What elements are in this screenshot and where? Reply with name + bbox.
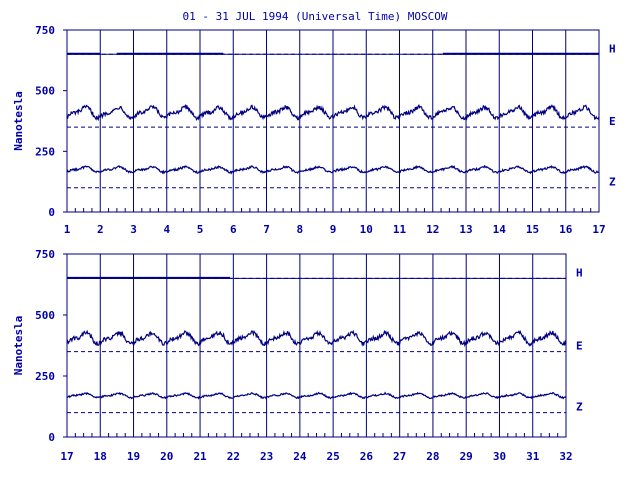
x-tick-label: 24 [293,450,307,463]
x-tick-label: 7 [263,223,270,236]
series-label-E: E [576,340,583,353]
x-tick-label: 1 [64,223,71,236]
y-tick-label: 250 [35,145,55,158]
x-tick-label: 18 [94,450,107,463]
x-tick-label: 21 [193,450,207,463]
x-tick-label: 13 [459,223,472,236]
x-tick-label: 20 [160,450,173,463]
x-tick-label: 16 [559,223,573,236]
series-label-H: H [576,266,583,279]
x-tick-label: 2 [97,223,104,236]
x-tick-label: 26 [360,450,374,463]
series-line-Z [66,164,600,175]
x-tick-label: 22 [227,450,240,463]
x-tick-label: 29 [460,450,473,463]
y-tick-label: 250 [35,370,55,383]
series-label-E: E [609,115,616,128]
series-line-E [66,103,600,122]
y-tick-label: 750 [35,248,55,261]
x-tick-label: 12 [426,223,439,236]
x-tick-label: 8 [296,223,303,236]
chart-title: 01 - 31 JUL 1994 (Universal Time) MOSCOW [183,10,448,23]
x-tick-label: 31 [526,450,540,463]
x-tick-label: 9 [330,223,337,236]
x-tick-label: 11 [393,223,407,236]
x-tick-label: 17 [60,450,73,463]
x-tick-label: 30 [493,450,506,463]
x-tick-label: 3 [130,223,137,236]
x-tick-label: 15 [526,223,539,236]
y-tick-label: 0 [48,206,55,219]
plot-frame [66,253,567,438]
y-tick-label: 500 [35,309,55,322]
x-tick-label: 4 [163,223,170,236]
x-tick-label: 10 [360,223,373,236]
series-label-Z: Z [576,401,583,414]
y-axis-label: Nanotesla [12,91,25,151]
series-label-H: H [609,42,616,55]
y-tick-label: 750 [35,24,55,37]
series-line-E [66,329,567,348]
x-tick-label: 5 [197,223,204,236]
x-tick-label: 27 [393,450,406,463]
y-axis-label: Nanotesla [12,316,25,376]
x-tick-label: 17 [592,223,605,236]
y-tick-label: 500 [35,85,55,98]
y-tick-label: 0 [48,431,55,444]
x-tick-label: 32 [559,450,572,463]
series-line-Z [66,391,567,400]
x-tick-label: 23 [260,450,273,463]
series-label-Z: Z [609,176,616,189]
panel-bottom: 0 250 500 750 17 18 19 20 21 22 23 24 25 26 27 28 29 30 31… [12,248,583,463]
x-tick-label: 6 [230,223,237,236]
x-tick-label: 14 [493,223,507,236]
x-tick-label: 25 [327,450,340,463]
x-tick-label: 19 [127,450,140,463]
x-tick-label: 28 [426,450,439,463]
